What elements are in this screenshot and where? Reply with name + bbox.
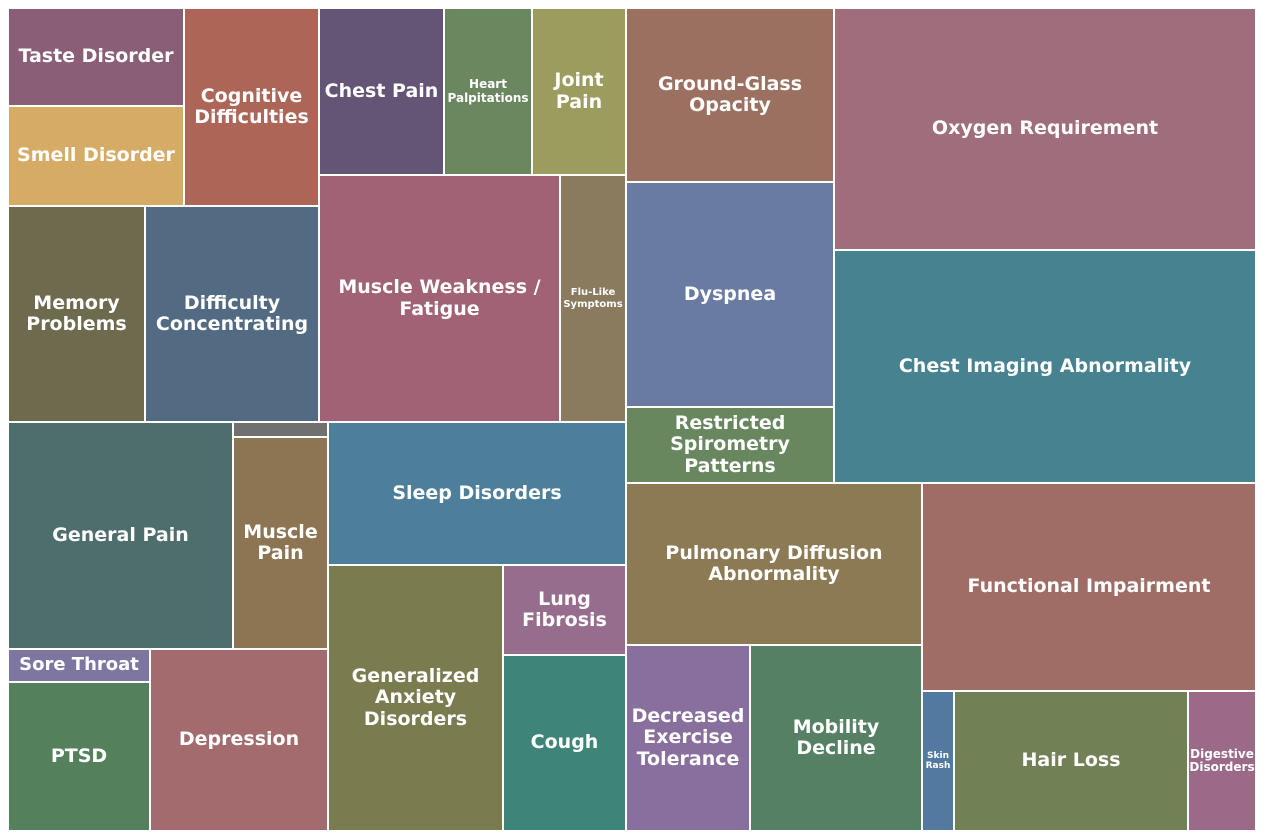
tile-label: General Pain xyxy=(52,523,189,546)
tile-taste-disorder: Taste Disorder xyxy=(8,8,184,106)
tile-muscle-pain: Muscle Pain xyxy=(233,437,328,649)
tile-chest-pain: Chest Pain xyxy=(319,8,444,175)
tile-label: Memory Problems xyxy=(26,291,127,335)
tile-ground-glass-opacity: Ground-Glass Opacity xyxy=(626,8,834,182)
tile-mobility-decline: Mobility Decline xyxy=(750,645,922,831)
tile-digestive-disorders: Digestive Disorders xyxy=(1188,691,1256,831)
tile-memory-problems: Memory Problems xyxy=(8,206,145,422)
tile-muscle-weakness-fatigue: Muscle Weakness / Fatigue xyxy=(319,175,560,422)
tile-label: Muscle Pain xyxy=(243,520,318,564)
tile-label: Chest Imaging Abnormality xyxy=(898,354,1192,377)
tile-ptsd: PTSD xyxy=(8,682,150,831)
tile-difficulty-concentrating: Difficulty Concentrating xyxy=(145,206,319,422)
tile-label: Generalized Anxiety Disorders xyxy=(351,665,480,730)
tile-hair-loss: Hair Loss xyxy=(954,691,1188,831)
tile-pulmonary-diffusion-abnormality: Pulmonary Diffusion Abnormality xyxy=(626,483,922,645)
tile-cough: Cough xyxy=(503,655,626,831)
tile-label: Hair Loss xyxy=(1021,749,1121,772)
tile-label: Sore Throat xyxy=(19,654,139,676)
tile-label: Restricted Spirometry Patterns xyxy=(670,412,790,477)
tile-flu-like-symptoms: Flu-Like Symptoms xyxy=(560,175,626,422)
tile-label: Smell Disorder xyxy=(17,144,175,167)
tile-joint-pain: Joint Pain xyxy=(532,8,626,175)
tile-label: Taste Disorder xyxy=(18,45,174,68)
tile-generalized-anxiety-disorders: Generalized Anxiety Disorders xyxy=(328,565,503,831)
tile-label: Lung Fibrosis xyxy=(522,587,607,631)
tile-label: Joint Pain xyxy=(554,69,604,113)
tile-label: Digestive Disorders xyxy=(1189,746,1255,774)
tile-unlabeled xyxy=(233,422,328,437)
tile-label: Cough xyxy=(530,731,599,754)
tile-skin-rash: Skin Rash xyxy=(922,691,954,831)
tile-label: Heart Palpitations xyxy=(447,77,529,105)
tile-functional-impairment: Functional Impairment xyxy=(922,483,1256,691)
tile-cognitive-difficulties: Cognitive Difficulties xyxy=(184,8,319,206)
tile-general-pain: General Pain xyxy=(8,422,233,649)
tile-label: Mobility Decline xyxy=(792,715,880,759)
tile-chest-imaging-abnormality: Chest Imaging Abnormality xyxy=(834,250,1256,483)
tile-label: Flu-Like Symptoms xyxy=(563,287,623,310)
tile-decreased-exercise-tolerance: Decreased Exercise Tolerance xyxy=(626,645,750,831)
tile-label: Skin Rash xyxy=(925,750,951,771)
tile-label: Chest Pain xyxy=(324,79,439,102)
tile-label: PTSD xyxy=(50,744,108,767)
tile-label: Sleep Disorders xyxy=(392,481,562,504)
tile-label: Difficulty Concentrating xyxy=(155,291,309,335)
tile-depression: Depression xyxy=(150,649,328,831)
tile-label: Dyspnea xyxy=(683,282,777,305)
tile-label: Cognitive Difficulties xyxy=(194,84,309,128)
tile-lung-fibrosis: Lung Fibrosis xyxy=(503,565,626,655)
tile-label: Decreased Exercise Tolerance xyxy=(631,705,745,770)
tile-sleep-disorders: Sleep Disorders xyxy=(328,422,626,565)
tile-label: Functional Impairment xyxy=(967,575,1211,598)
tile-oxygen-requirement: Oxygen Requirement xyxy=(834,8,1256,250)
tile-sore-throat: Sore Throat xyxy=(8,649,150,682)
tile-dyspnea: Dyspnea xyxy=(626,182,834,407)
tile-heart-palpitations: Heart Palpitations xyxy=(444,8,532,175)
tile-label: Oxygen Requirement xyxy=(931,117,1159,140)
tile-label: Pulmonary Diffusion Abnormality xyxy=(665,541,883,585)
tile-smell-disorder: Smell Disorder xyxy=(8,106,184,206)
tile-restricted-spirometry-patterns: Restricted Spirometry Patterns xyxy=(626,407,834,483)
tile-label: Depression xyxy=(178,728,300,751)
tile-label: Muscle Weakness / Fatigue xyxy=(338,276,541,320)
tile-label: Ground-Glass Opacity xyxy=(657,72,803,116)
